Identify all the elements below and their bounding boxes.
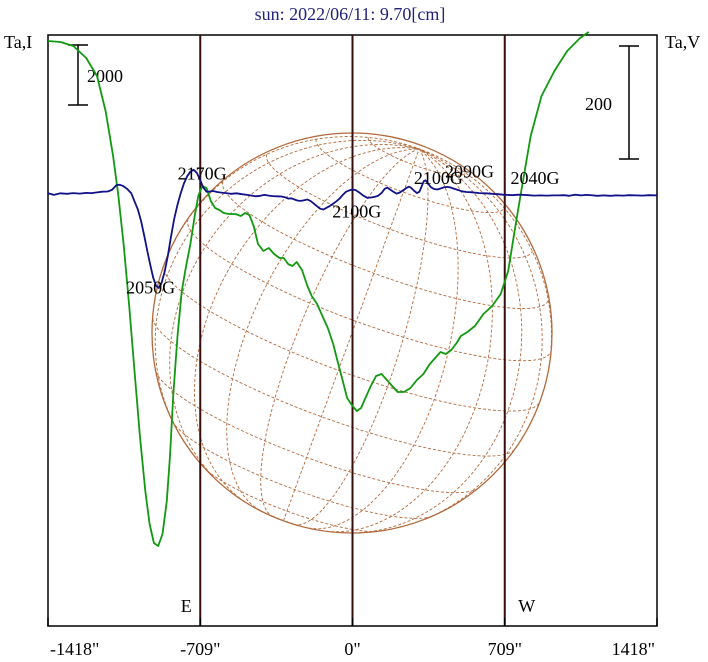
right-scale-bar: 200 (585, 45, 639, 160)
intensity-line (47, 31, 590, 547)
annotation-label: 2090G (445, 161, 494, 181)
x-tick-label: 709" (488, 639, 522, 659)
x-tick-label: -1418" (50, 639, 99, 659)
chart-title: sun: 2022/06/11: 9.70[cm] (255, 4, 446, 24)
longitude-line (260, 148, 420, 518)
left-scale-label: 2000 (87, 66, 123, 86)
annotation-label: 2100G (414, 168, 463, 188)
longitude-line (282, 148, 420, 522)
right-axis-label: Ta,V (665, 32, 700, 52)
right-scale-label: 200 (585, 94, 612, 114)
longitude-line (411, 148, 543, 525)
reference-lines (199, 35, 506, 626)
annotation-label: 2040G (511, 168, 560, 188)
longitude-line (419, 148, 552, 402)
x-tick-label: 0" (344, 639, 360, 659)
latitude-line (187, 219, 552, 362)
longitude-line (154, 139, 420, 441)
left-axis-label: Ta,I (4, 32, 32, 52)
latitude-line (315, 139, 505, 214)
longitude-line (226, 148, 420, 511)
longitude-line (293, 148, 429, 526)
longitude-line (353, 148, 523, 534)
polarization-line (47, 168, 658, 289)
x-axis-ticks: -1418" -709" 0" 709" 1418" (47, 618, 658, 659)
limb-marker-label: E (181, 596, 192, 616)
latitude-line (155, 371, 478, 494)
annotation-label: 2050G (126, 278, 175, 298)
longitude-line (163, 136, 420, 265)
latitude-line (172, 421, 433, 519)
limb-marker-label: W (518, 596, 535, 616)
annotation-label: 2100G (332, 201, 381, 221)
annotation-label: 2170G (178, 164, 227, 184)
x-tick-label: 1418" (612, 639, 655, 659)
series-group (47, 31, 658, 547)
latitude-line (222, 181, 549, 309)
x-tick-label: -709" (180, 639, 220, 659)
longitude-line (194, 147, 420, 502)
